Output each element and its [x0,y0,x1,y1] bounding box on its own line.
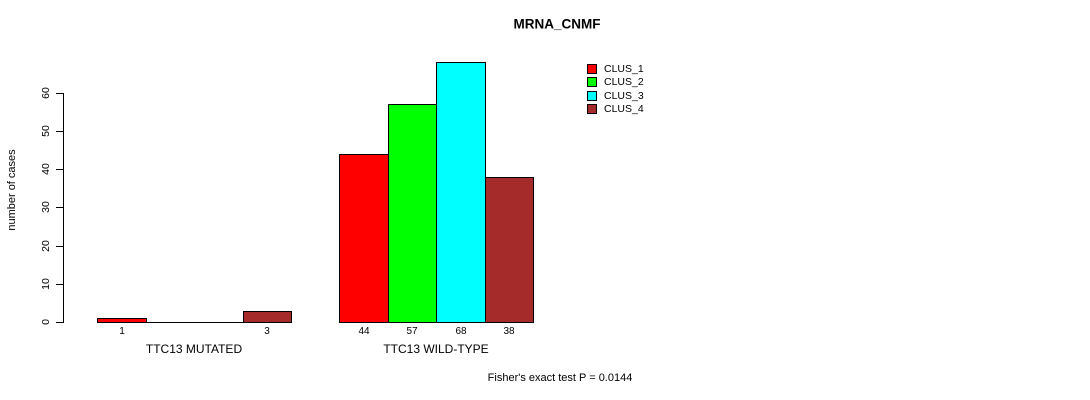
legend-swatch-clus-1 [587,64,597,74]
y-tick-label-20: 20 [40,240,52,252]
group-label-ttc13-mutated: TTC13 MUTATED [145,342,243,356]
group-label-ttc13-wild-type: TTC13 WILD-TYPE [383,342,489,356]
bar-value-clus-4-ttc13-mutated: 3 [264,326,270,337]
y-tick-label-40: 40 [40,163,52,175]
legend-label-clus-2: CLUS_2 [604,76,644,88]
y-tick-label-50: 50 [40,125,52,137]
legend-label-clus-3: CLUS_3 [604,90,644,102]
bar-value-clus-2-ttc13-wild-type: 57 [406,326,418,337]
bar-clus-4-ttc13-wild-type [485,177,534,323]
y-tick-20 [56,246,63,247]
y-tick-30 [56,207,63,208]
legend-swatch-clus-4 [587,104,597,114]
y-tick-40 [56,169,63,170]
chart-title: MRNA_CNMF [513,16,601,32]
y-tick-label-60: 60 [40,87,52,99]
y-tick-50 [56,131,63,132]
bar-clus-1-ttc13-wild-type [339,154,389,323]
legend-swatch-clus-2 [587,77,597,87]
y-tick-10 [56,284,63,285]
bar-clus-2-ttc13-wild-type [388,104,437,323]
legend-label-clus-1: CLUS_1 [604,63,644,75]
bar-value-clus-4-ttc13-wild-type: 38 [503,326,515,337]
legend-label-clus-4: CLUS_4 [604,103,644,115]
bar-value-clus-1-ttc13-wild-type: 44 [358,326,370,337]
y-tick-0 [56,322,63,323]
bar-clus-3-ttc13-wild-type [436,62,486,323]
legend-swatch-clus-3 [587,91,597,101]
fisher-test-annotation: Fisher's exact test P = 0.0144 [487,372,633,384]
group-baseline-ttc13-mutated [97,322,292,323]
y-tick-60 [56,93,63,94]
group-baseline-ttc13-wild-type [339,322,534,323]
y-tick-label-10: 10 [40,278,52,290]
y-axis-line [63,93,64,323]
bar-value-clus-3-ttc13-wild-type: 68 [455,326,467,337]
y-tick-label-30: 30 [40,201,52,213]
bar-value-clus-1-ttc13-mutated: 1 [119,326,125,337]
y-tick-label-0: 0 [40,319,52,325]
y-axis-label: number of cases [6,149,18,231]
